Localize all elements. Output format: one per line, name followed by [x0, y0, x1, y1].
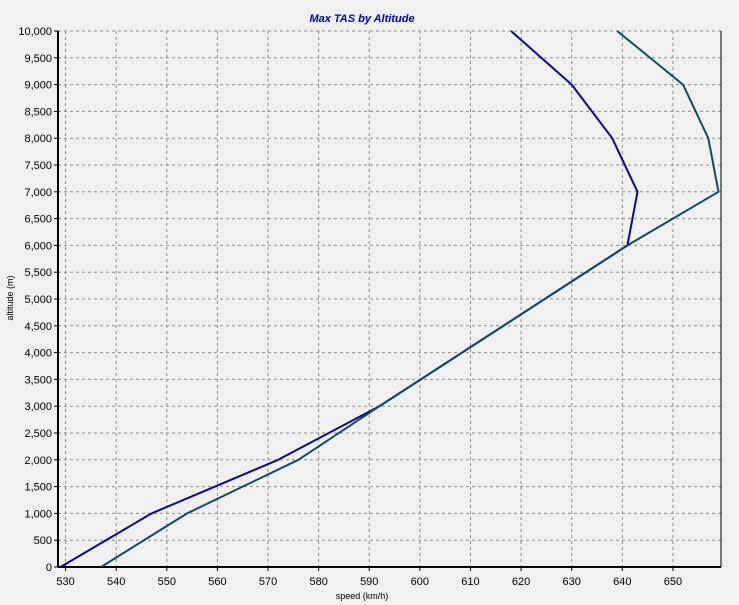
- y-tick-label: 8,000: [24, 133, 52, 145]
- x-tick-label: 630: [563, 576, 581, 588]
- y-tick-label: 7,000: [24, 187, 52, 199]
- y-tick-label: 4,000: [24, 348, 52, 360]
- x-tick-label: 600: [411, 576, 429, 588]
- x-tick-label: 610: [461, 576, 479, 588]
- chart-title: Max TAS by Altitude: [309, 13, 414, 25]
- y-tick-label: 10,000: [18, 26, 52, 38]
- series-lines: [59, 30, 720, 568]
- y-tick-label: 3,500: [24, 374, 52, 386]
- x-tick-label: 560: [208, 576, 226, 588]
- x-tick-label: 640: [613, 576, 631, 588]
- x-tick-label: 540: [107, 576, 125, 588]
- y-tick-label: 1,000: [24, 508, 52, 520]
- x-tick-label: 570: [259, 576, 277, 588]
- y-tick-label: 6,000: [24, 240, 52, 252]
- y-tick-label: 5,000: [24, 294, 52, 306]
- y-tick-label: 9,000: [24, 80, 52, 92]
- series-line-2: [100, 30, 720, 568]
- y-tick-label: 4,500: [24, 321, 52, 333]
- y-tick-label: 2,500: [24, 428, 52, 440]
- y-tick-label: 500: [34, 535, 52, 547]
- y-tick-label: 2,000: [24, 455, 52, 467]
- x-tick-label: 650: [664, 576, 682, 588]
- y-tick-label: 5,500: [24, 267, 52, 279]
- x-tick-label: 530: [56, 576, 74, 588]
- y-tick-label: 6,500: [24, 214, 52, 226]
- y-tick-label: 7,500: [24, 160, 52, 172]
- y-tick-label: 1,500: [24, 482, 52, 494]
- y-tick-label: 9,500: [24, 53, 52, 65]
- grid-lines: [58, 30, 721, 568]
- y-tick-label: 8,500: [24, 106, 52, 118]
- x-tick-label: 580: [309, 576, 327, 588]
- x-tick-label: 550: [158, 576, 176, 588]
- y-tick-label: 3,000: [24, 401, 52, 413]
- x-tick-label: 590: [360, 576, 378, 588]
- axes: [54, 30, 722, 571]
- y-axis-title: altitude (m): [5, 275, 15, 320]
- x-tick-label: 620: [512, 576, 530, 588]
- y-tick-label: 0: [46, 562, 52, 574]
- tick-labels: 530 540 550 560 570 580 590 600 610 620 630 640 650 0…: [18, 26, 682, 588]
- x-axis-title: speed (km/h): [336, 591, 389, 601]
